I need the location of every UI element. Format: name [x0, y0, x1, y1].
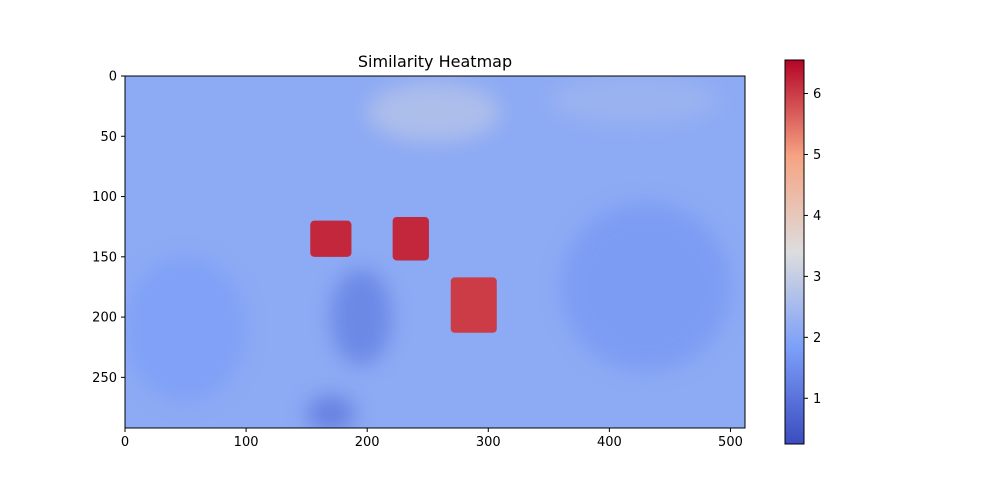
y-tick-label: 250 [92, 371, 117, 386]
y-tick-label: 100 [92, 190, 117, 205]
colorbar-tick-label: 3 [813, 270, 821, 285]
heatmap-region [560, 202, 731, 372]
chart-title: Similarity Heatmap [358, 52, 512, 71]
heatmap-region [367, 82, 501, 143]
colorbar-tick-label: 2 [813, 331, 821, 346]
colorbar-tick-label: 1 [813, 392, 821, 407]
heatmap-region [310, 220, 352, 257]
y-tick-label: 0 [109, 70, 117, 85]
x-tick-label: 500 [718, 435, 743, 450]
x-tick-label: 200 [355, 435, 380, 450]
y-tick-label: 200 [92, 311, 117, 326]
axes: 0 100 200 300 400 500 0 50 100 150 200 250 [92, 70, 746, 450]
heatmap-region [306, 395, 356, 428]
colorbar: 1 2 3 4 5 6 [784, 59, 821, 445]
x-tick-label: 300 [476, 435, 501, 450]
heatmap-region [548, 76, 719, 125]
heatmap-region [450, 277, 497, 333]
plot-area [125, 76, 745, 428]
y-tick-label: 150 [92, 250, 117, 265]
colorbar-gradient [784, 59, 805, 445]
heatmap-region [392, 217, 429, 261]
y-tick-label: 50 [100, 130, 117, 145]
x-tick-label: 0 [121, 435, 129, 450]
colorbar-tick-label: 4 [813, 209, 821, 224]
colorbar-tick-label: 6 [813, 87, 821, 102]
heatmap-region [330, 268, 392, 366]
colorbar-tick-label: 5 [813, 148, 821, 163]
heatmap-region [125, 256, 247, 402]
plot-frame [124, 75, 746, 429]
x-tick-label: 100 [234, 435, 259, 450]
x-tick-label: 400 [597, 435, 622, 450]
